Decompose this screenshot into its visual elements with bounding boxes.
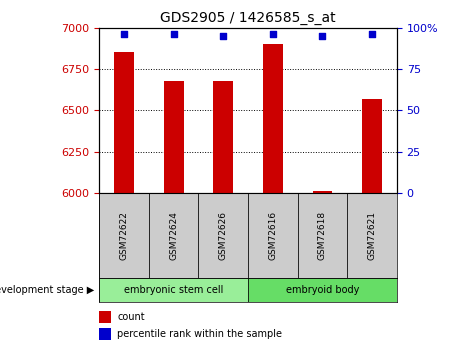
Bar	[198, 193, 248, 278]
Point	[319, 33, 326, 39]
Point	[269, 31, 276, 37]
Text: GSM72626: GSM72626	[219, 211, 228, 260]
Text: GSM72624: GSM72624	[169, 211, 178, 260]
Text: embryonic stem cell: embryonic stem cell	[124, 285, 223, 295]
Bar	[248, 193, 298, 278]
Bar	[99, 193, 149, 278]
Text: development stage ▶: development stage ▶	[0, 285, 95, 295]
Bar	[164, 81, 184, 193]
Bar	[99, 310, 111, 323]
Text: embryoid body: embryoid body	[286, 285, 359, 295]
Text: GSM72618: GSM72618	[318, 211, 327, 260]
Bar	[347, 193, 397, 278]
Bar	[213, 81, 233, 193]
Point	[120, 31, 128, 37]
Text: GSM72621: GSM72621	[368, 211, 377, 260]
Bar	[298, 193, 347, 278]
Bar	[114, 52, 134, 193]
Text: GSM72622: GSM72622	[120, 211, 129, 260]
Point	[368, 31, 376, 37]
Text: count: count	[117, 312, 145, 322]
Bar	[99, 328, 111, 340]
Text: percentile rank within the sample: percentile rank within the sample	[117, 329, 282, 339]
Bar	[149, 193, 198, 278]
Bar	[99, 278, 248, 302]
Bar	[313, 191, 332, 193]
Bar	[362, 99, 382, 193]
Point	[220, 33, 227, 39]
Bar	[248, 278, 397, 302]
Text: GSM72616: GSM72616	[268, 211, 277, 260]
Bar	[263, 44, 283, 193]
Title: GDS2905 / 1426585_s_at: GDS2905 / 1426585_s_at	[160, 11, 336, 25]
Point	[170, 31, 177, 37]
